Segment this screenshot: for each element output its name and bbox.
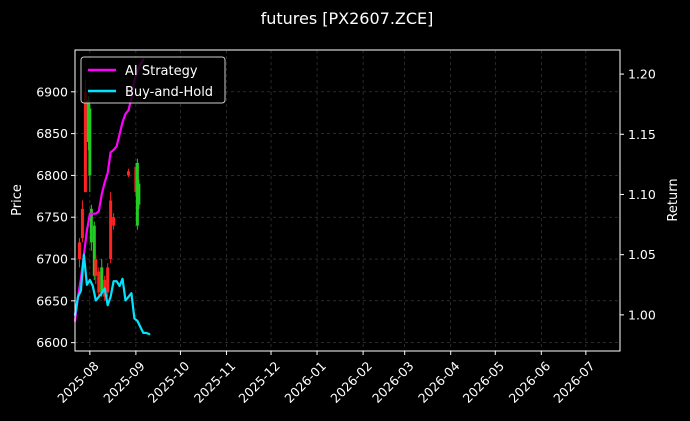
y-left-tick-label: 6800: [36, 168, 68, 183]
y-left-tick-label: 6900: [36, 84, 68, 99]
candle-body: [77, 242, 81, 260]
candle-body: [112, 217, 116, 226]
y-left-axis-label: Price: [10, 184, 25, 216]
candle-body: [88, 108, 92, 176]
legend-label-ai: AI Strategy: [125, 64, 198, 79]
grid-layer: [75, 50, 620, 351]
right-axis: 1.00 1.05 1.10 1.15 1.20: [620, 67, 656, 322]
y-right-tick-label: 1.15: [628, 127, 656, 142]
y-right-tick-label: 1.20: [628, 67, 656, 82]
chart-title: futures [PX2607.ZCE]: [261, 9, 434, 28]
y-right-tick-label: 1.05: [628, 247, 656, 262]
y-right-tick-label: 1.00: [628, 307, 656, 322]
candle-body: [83, 91, 87, 193]
candle-body: [100, 267, 104, 293]
buy-and-hold-line: [73, 253, 151, 336]
y-left-tick-label: 6750: [36, 210, 68, 225]
legend-box: [80, 56, 226, 104]
y-left-tick-label: 6650: [36, 293, 68, 308]
candle-body: [137, 183, 141, 205]
y-left-tick-label: 6700: [36, 252, 68, 267]
y-right-axis-label: Return: [666, 178, 681, 221]
left-axis: 6600 6650 6700 6750 6800 6850 6900: [36, 84, 75, 350]
candle-body: [80, 208, 84, 239]
candle-body: [109, 200, 113, 260]
candle-body: [97, 271, 101, 293]
candle-body: [106, 267, 110, 293]
legend: AI Strategy Buy-and-Hold: [80, 56, 226, 104]
candle-body: [92, 225, 96, 276]
candle-body: [89, 208, 93, 243]
plot-frame: [74, 49, 621, 352]
legend-label-bh: Buy-and-Hold: [125, 85, 213, 100]
candle-body: [126, 171, 130, 176]
y-left-tick-label: 6850: [36, 126, 68, 141]
y-left-tick-label: 6600: [36, 335, 68, 350]
y-right-tick-label: 1.10: [628, 187, 656, 202]
candle-body: [94, 259, 98, 276]
